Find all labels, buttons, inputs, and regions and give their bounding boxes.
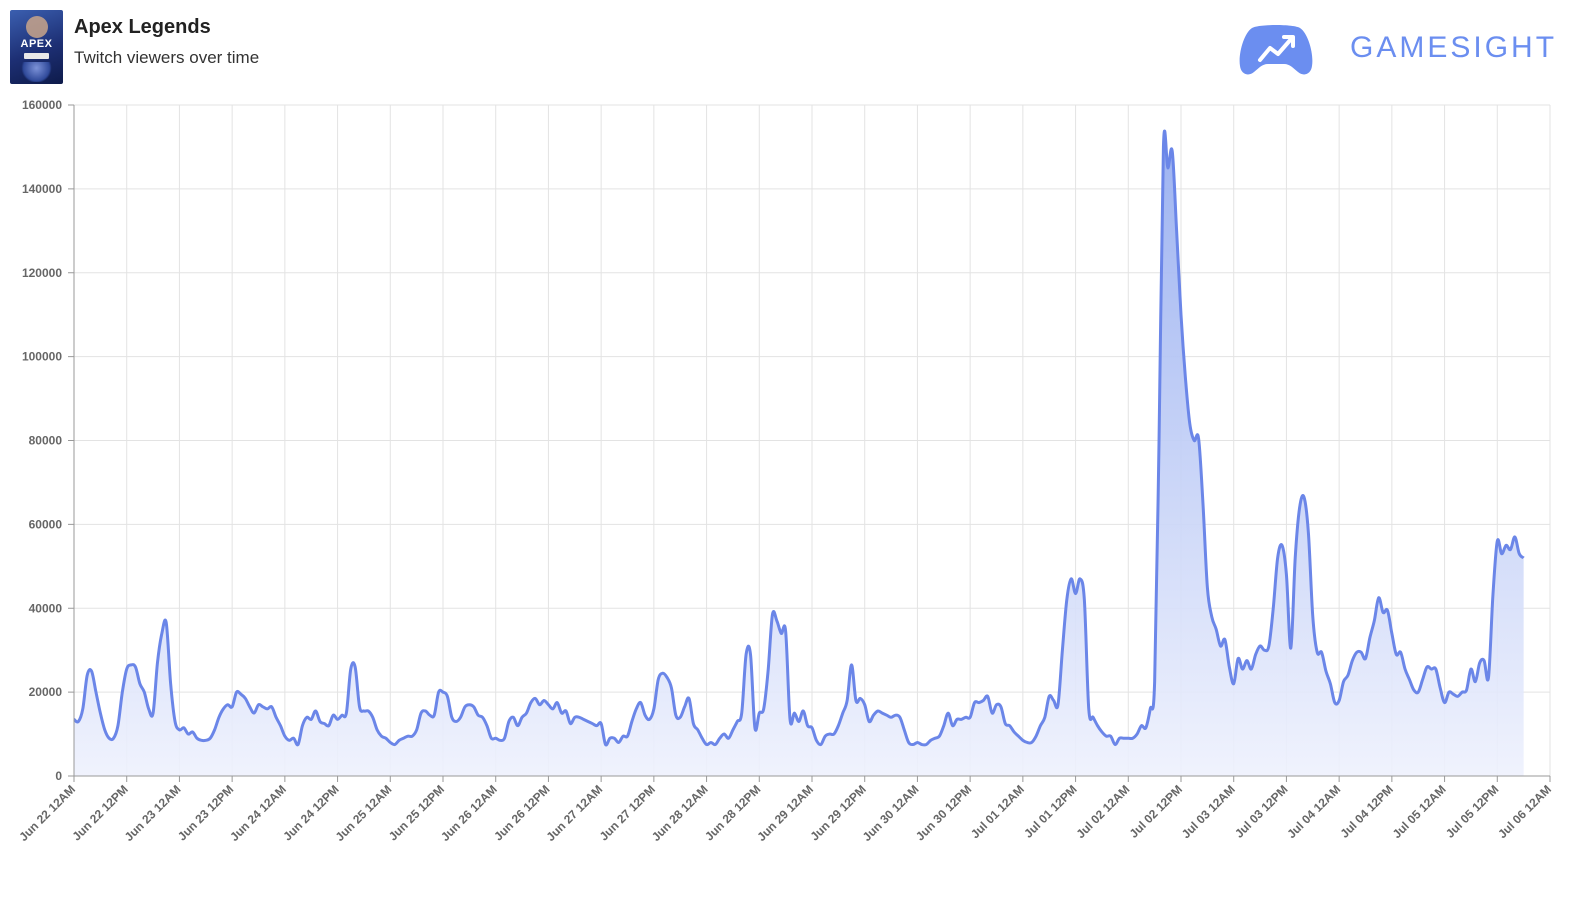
y-tick-label: 80000 [29, 434, 63, 448]
apex-legends-thumbnail-icon[interactable]: APEX [10, 10, 63, 84]
x-tick-label: Jul 04 12PM [1337, 782, 1395, 840]
x-tick-label: Jun 23 12AM [122, 782, 184, 844]
gamesight-brand[interactable]: GAMESIGHT [1238, 22, 1578, 78]
thumbnail-character [26, 16, 48, 38]
axes [73, 105, 1550, 777]
gamesight-gamepad-icon [1239, 25, 1313, 75]
y-tick-label: 60000 [29, 517, 63, 531]
thumbnail-logo-text: APEX [20, 38, 53, 50]
x-tick-label: Jul 02 12AM [1073, 782, 1132, 841]
x-tick-label: Jun 29 12AM [754, 782, 816, 844]
x-tick-label: Jun 24 12AM [227, 782, 289, 844]
thumbnail-badge [24, 53, 49, 59]
thumbnail-art [20, 62, 53, 82]
x-tick-label: Jul 04 12AM [1284, 782, 1343, 841]
x-tick-label: Jul 01 12PM [1021, 782, 1079, 840]
x-tick-label: Jul 03 12PM [1232, 782, 1290, 840]
y-tick-label: 20000 [29, 685, 63, 699]
y-axis-ticks: 0 20000 40000 60000 80000 100000 120000 140000 1… [22, 98, 74, 783]
x-tick-label: Jul 05 12AM [1390, 782, 1449, 841]
x-tick-label: Jul 02 12PM [1127, 782, 1185, 840]
viewers-area-fill [74, 130, 1524, 776]
x-tick-label: Jun 30 12PM [913, 782, 974, 843]
y-tick-label: 100000 [22, 350, 62, 364]
x-tick-label: Jun 30 12AM [860, 782, 922, 844]
y-tick-label: 160000 [22, 98, 62, 112]
grid-lines [73, 104, 1551, 777]
game-title: Apex Legends [74, 16, 211, 38]
chart-header: APEX Apex Legends Twitch viewers over ti… [0, 0, 1587, 95]
x-tick-label: Jun 28 12AM [649, 782, 711, 844]
chart-subtitle: Twitch viewers over time [74, 48, 260, 67]
y-tick-label: 40000 [29, 601, 63, 615]
brand-name: GAMESIGHT [1350, 31, 1558, 64]
x-tick-label: Jul 06 12AM [1495, 782, 1554, 841]
y-tick-label: 140000 [22, 182, 62, 196]
x-tick-label: Jul 03 12AM [1179, 782, 1238, 841]
y-tick-label: 120000 [22, 266, 62, 280]
x-tick-label: Jun 25 12AM [333, 782, 395, 844]
viewers-area-chart: 0 20000 40000 60000 80000 100000 120000 140000 1… [16, 98, 1554, 844]
x-tick-label: Jul 01 12AM [968, 782, 1027, 841]
x-tick-label: Jun 22 12AM [16, 782, 78, 844]
x-tick-label: Jun 26 12AM [438, 782, 500, 844]
y-tick-label: 0 [55, 769, 62, 783]
x-tick-label: Jul 05 12PM [1443, 782, 1501, 840]
x-tick-label: Jun 27 12AM [543, 782, 605, 844]
viewers-line[interactable] [73, 129, 1525, 747]
